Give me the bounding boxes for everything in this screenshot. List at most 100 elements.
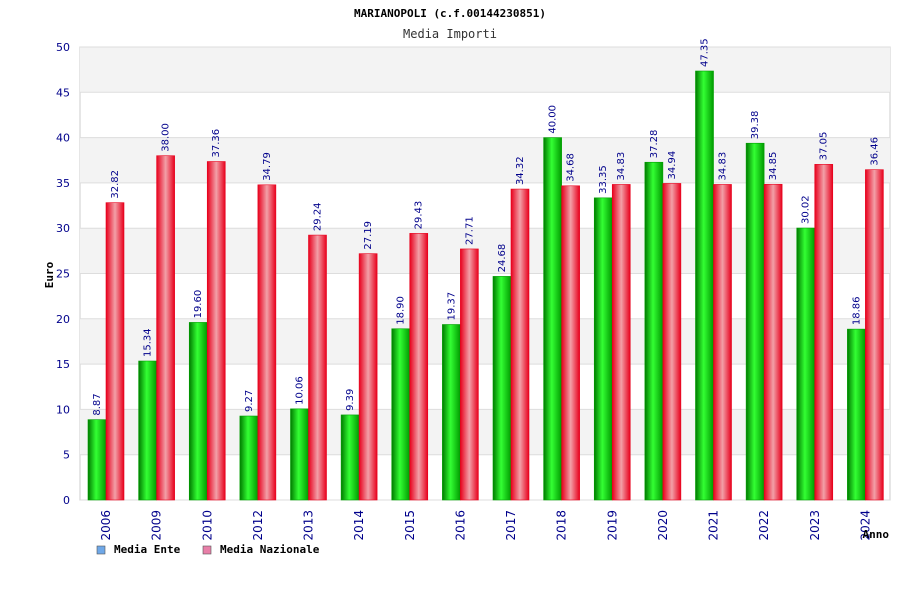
y-tick-label: 10 [56,403,70,416]
data-label: 10.06 [295,376,306,405]
bar-media-ente [593,197,613,501]
data-label: 18.90 [396,296,407,325]
bar-media-nazionale [358,253,378,501]
bar-media-nazionale [662,183,682,501]
bar-media-nazionale [105,202,125,501]
y-tick-label: 40 [56,132,70,145]
bar-media-ente [188,322,208,501]
data-label: 15.34 [143,328,154,357]
x-tick-label: 2022 [757,510,771,541]
x-tick-label: 2023 [808,510,822,541]
data-label: 8.87 [92,393,103,415]
data-label: 19.60 [193,290,204,319]
data-label: 27.71 [464,216,475,245]
bar-media-ente [492,276,512,501]
x-tick-label: 2015 [403,510,417,541]
x-tick-label: 2010 [200,510,214,541]
x-tick-label: 2021 [707,510,721,541]
bar-media-nazionale [561,185,580,501]
bar-media-ente [847,328,866,501]
data-label: 34.32 [515,156,526,185]
data-label: 34.68 [566,153,577,182]
data-label: 34.83 [718,152,729,181]
x-tick-label: 2014 [352,510,366,541]
data-label: 34.94 [667,151,678,180]
bar-media-nazionale [409,233,429,501]
bar-media-nazionale [865,169,884,501]
bar-media-ente [796,227,816,501]
x-tick-label: 2013 [302,510,316,541]
legend-swatch [96,545,106,555]
data-labels: 8.87 32.82 15.34 38.00 19.60 37.36 9.27 34.79 10… [92,38,880,415]
bar-media-ente [745,142,765,501]
data-label: 32.82 [110,170,121,199]
y-axis-ticks: 0 5 10 15 20 25 30 35 40 45 50 [56,41,70,507]
bar-media-nazionale [460,248,479,501]
y-tick-label: 50 [56,41,70,54]
data-label: 9.39 [345,389,356,411]
data-label: 29.24 [313,202,324,231]
x-tick-label: 2024 [858,510,872,541]
y-tick-label: 35 [56,177,70,190]
bars [87,70,884,501]
bar-media-ente [290,408,309,501]
data-label: 37.28 [649,130,660,159]
data-label: 34.79 [262,152,273,181]
data-label: 34.85 [768,152,779,181]
legend-swatch [202,545,212,555]
x-tick-label: 2018 [555,510,569,541]
x-axis-ticks: 2006 2009 2010 2012 2013 2014 2015 2016 2017 2018… [99,510,872,541]
data-label: 18.86 [851,296,862,325]
bar-media-ente [87,419,107,501]
bar-media-ente [644,161,664,501]
bar-media-ente [442,324,461,501]
y-tick-label: 45 [56,86,70,99]
data-label: 9.27 [244,390,255,412]
x-tick-label: 2020 [656,510,670,541]
y-tick-label: 0 [63,494,70,507]
bar-media-nazionale [510,188,530,501]
data-label: 34.83 [616,152,627,181]
bar-media-ente [695,70,714,501]
bar-media-ente [138,360,157,501]
legend-label: Media Nazionale [220,543,320,556]
x-tick-label: 2012 [251,510,265,541]
bar-media-nazionale [763,183,783,501]
y-tick-label: 5 [63,449,70,462]
x-tick-label: 2019 [605,510,619,541]
legend: Media Ente Media Nazionale [96,543,320,556]
y-tick-label: 30 [56,222,70,235]
bar-media-ente [340,414,360,501]
y-tick-label: 15 [56,358,70,371]
bar-media-ente [543,137,562,501]
bar-media-nazionale [257,184,277,501]
chart-title: MARIANOPOLI (c.f.00144230851) [354,7,546,20]
x-tick-label: 2006 [99,510,113,541]
data-label: 29.43 [414,201,425,230]
data-label: 47.35 [700,38,711,67]
data-label: 40.00 [548,105,559,134]
data-label: 19.37 [446,292,457,321]
x-tick-label: 2017 [504,510,518,541]
y-tick-label: 20 [56,313,70,326]
chart-subtitle: Media Importi [403,27,497,41]
data-label: 36.46 [869,137,880,166]
data-label: 24.68 [497,244,508,273]
x-tick-label: 2009 [150,510,164,541]
y-tick-label: 25 [56,268,70,281]
bar-media-nazionale [206,161,226,501]
bar-media-nazionale [713,184,732,501]
legend-label: Media Ente [114,543,181,556]
bar-media-ente [239,415,259,501]
data-label: 33.35 [598,165,609,194]
grid-band [80,47,890,93]
data-label: 39.38 [750,111,761,140]
bar-media-nazionale [611,184,631,501]
bar-media-nazionale [156,155,175,501]
x-tick-label: 2016 [453,510,467,541]
bar-media-nazionale [308,234,327,501]
data-label: 38.00 [161,123,172,152]
data-label: 27.19 [363,221,374,250]
data-label: 37.36 [211,129,222,158]
